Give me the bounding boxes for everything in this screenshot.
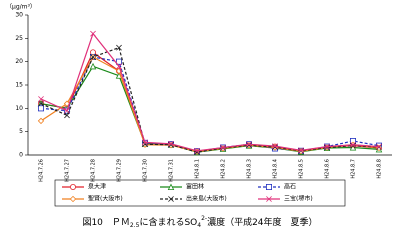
legend-marker [265,183,272,190]
marker [272,143,278,150]
marker [116,44,122,51]
marker [350,141,356,148]
marker [246,141,252,148]
marker [64,107,70,114]
legend-marker [70,183,77,190]
title-part: 図10 ＰＭ [82,217,129,228]
x-tick-label: H24.8.5 [299,159,305,179]
x-tick-label: H24.7.29 [117,159,123,182]
marker [116,58,123,65]
marker [220,144,226,151]
y-tick-label: 15 [15,82,23,89]
marker [90,54,96,60]
y-tick-label: 30 [15,12,23,19]
title-part: に含まれるSO [139,216,197,228]
x-tick-label: H24.8.1 [195,159,201,179]
x-tick-label: H24.8.2 [221,159,227,179]
marker [376,143,382,150]
y-tick-label: 25 [15,35,23,42]
x-tick-label: H24.7.26 [39,159,45,182]
y-tick-label: 5 [19,128,23,135]
series-line [40,56,380,152]
marker [90,30,96,37]
marker [37,117,45,125]
marker [168,140,174,147]
marker [298,147,304,154]
title-part: 2.5 [130,222,140,229]
marker [38,96,44,102]
legend-label: 高石 [284,183,296,191]
chart-title: 図10 ＰＭ2.5に含まれるSO42-濃度（平成24年度 夏季） [82,215,317,229]
x-tick-label: H24.7.31 [169,159,175,182]
marker [324,144,330,151]
marker [246,142,252,149]
series-line [40,46,380,153]
x-tick-label: H24.7.30 [143,159,149,182]
marker [116,63,122,70]
marker [38,105,45,112]
legend-label: 出来島(大阪市) [186,195,227,203]
legend-marker [167,183,175,190]
legend-label: 泉大津 [88,183,106,191]
legend-label: 聖賢(大阪市) [88,195,123,203]
title-part: 4 [197,222,201,229]
marker [89,62,97,70]
x-tick-label: H24.8.8 [377,159,383,179]
series-line [40,56,380,153]
x-tick-label: H24.7.28 [91,159,97,182]
y-tick-label: 0 [19,152,23,159]
marker [142,139,148,146]
y-tick-label: 10 [15,105,23,112]
title-part: 2- [201,215,207,222]
series-line [40,65,380,153]
legend-label: 三宝(堺市) [284,195,313,203]
x-tick-label: H24.8.4 [273,159,279,179]
y-tick-label: 20 [15,58,23,65]
marker [350,142,356,149]
marker [38,100,44,107]
legend-marker [266,196,272,202]
marker [324,143,330,150]
marker [272,144,278,150]
chart: （μg/m³） 図10 ＰＭ2.5に含まれるSO42-濃度（平成24年度 夏季）… [6,4,392,229]
marker [63,100,71,107]
x-tick-label: H24.7.27 [65,159,71,182]
marker [168,141,174,148]
legend-box [54,179,346,207]
legend-label: 富田林 [186,183,204,191]
title-part: 濃度（平成24年度 夏季） [207,216,317,228]
legend-marker [69,195,77,203]
legend-marker [168,196,174,202]
marker [64,112,70,119]
y-unit: （μg/m³） [6,4,36,11]
series-line [40,32,380,152]
x-tick-label: H24.8.6 [325,159,331,179]
marker [194,147,200,154]
x-tick-label: H24.8.3 [247,159,253,179]
x-tick-label: H24.8.7 [351,159,357,179]
